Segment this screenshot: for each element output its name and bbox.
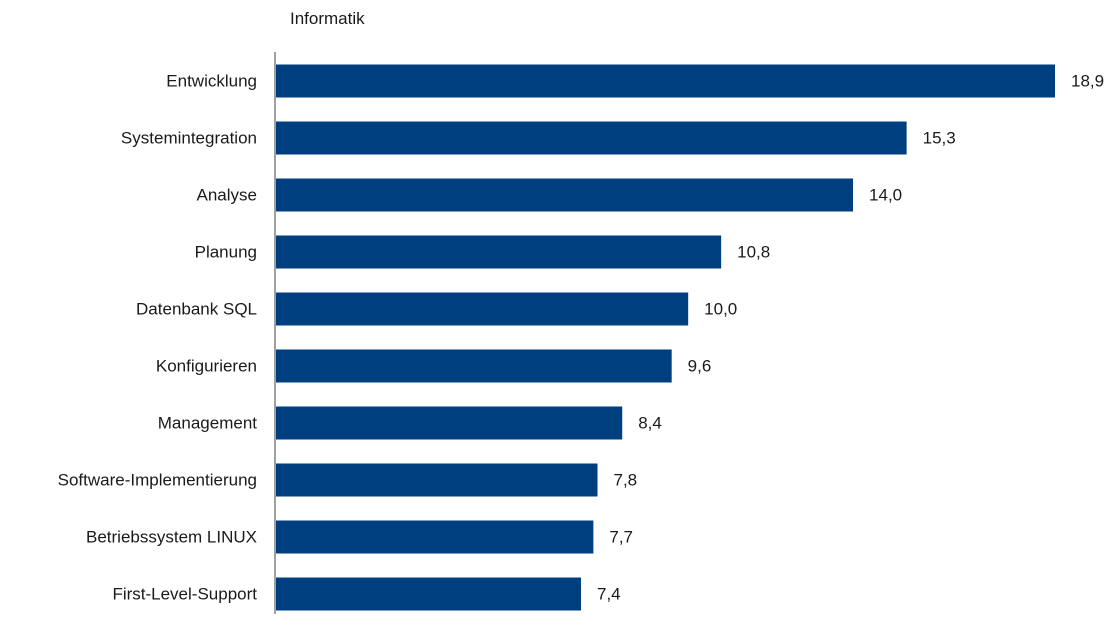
bar-planung — [276, 235, 722, 269]
value-label-konfigurieren: 9,6 — [688, 357, 712, 376]
value-label-systemintegration: 15,3 — [923, 129, 956, 148]
bar-entwicklung — [276, 64, 1055, 98]
bar-konfigurieren — [276, 349, 672, 383]
bar-betriebssystem-linux — [276, 520, 594, 554]
value-label-analyse: 14,0 — [869, 186, 902, 205]
category-label-entwicklung: Entwicklung — [166, 72, 257, 91]
bar-datenbank-sql — [276, 292, 689, 326]
value-label-datenbank-sql: 10,0 — [704, 300, 737, 319]
chart-title: Informatik — [290, 9, 365, 28]
bar-analyse — [276, 178, 854, 212]
category-label-systemintegration: Systemintegration — [121, 129, 257, 148]
value-label-entwicklung: 18,9 — [1071, 72, 1104, 91]
value-label-betriebssystem-linux: 7,7 — [609, 528, 633, 547]
category-label-betriebssystem-linux: Betriebssystem LINUX — [86, 528, 257, 547]
bar-software-implementierung — [276, 463, 598, 497]
bar-first-level-support — [276, 577, 582, 611]
value-label-management: 8,4 — [638, 414, 662, 433]
value-label-software-implementierung: 7,8 — [613, 471, 637, 490]
category-label-planung: Planung — [195, 243, 257, 262]
value-label-first-level-support: 7,4 — [597, 585, 621, 604]
category-label-first-level-support: First-Level-Support — [112, 585, 257, 604]
bar-systemintegration — [276, 121, 907, 155]
value-label-planung: 10,8 — [737, 243, 770, 262]
category-label-datenbank-sql: Datenbank SQL — [136, 300, 257, 319]
category-label-konfigurieren: Konfigurieren — [156, 357, 257, 376]
category-label-analyse: Analyse — [197, 186, 257, 205]
category-label-management: Management — [158, 414, 258, 433]
bar-management — [276, 406, 623, 440]
category-label-software-implementierung: Software-Implementierung — [58, 471, 257, 490]
